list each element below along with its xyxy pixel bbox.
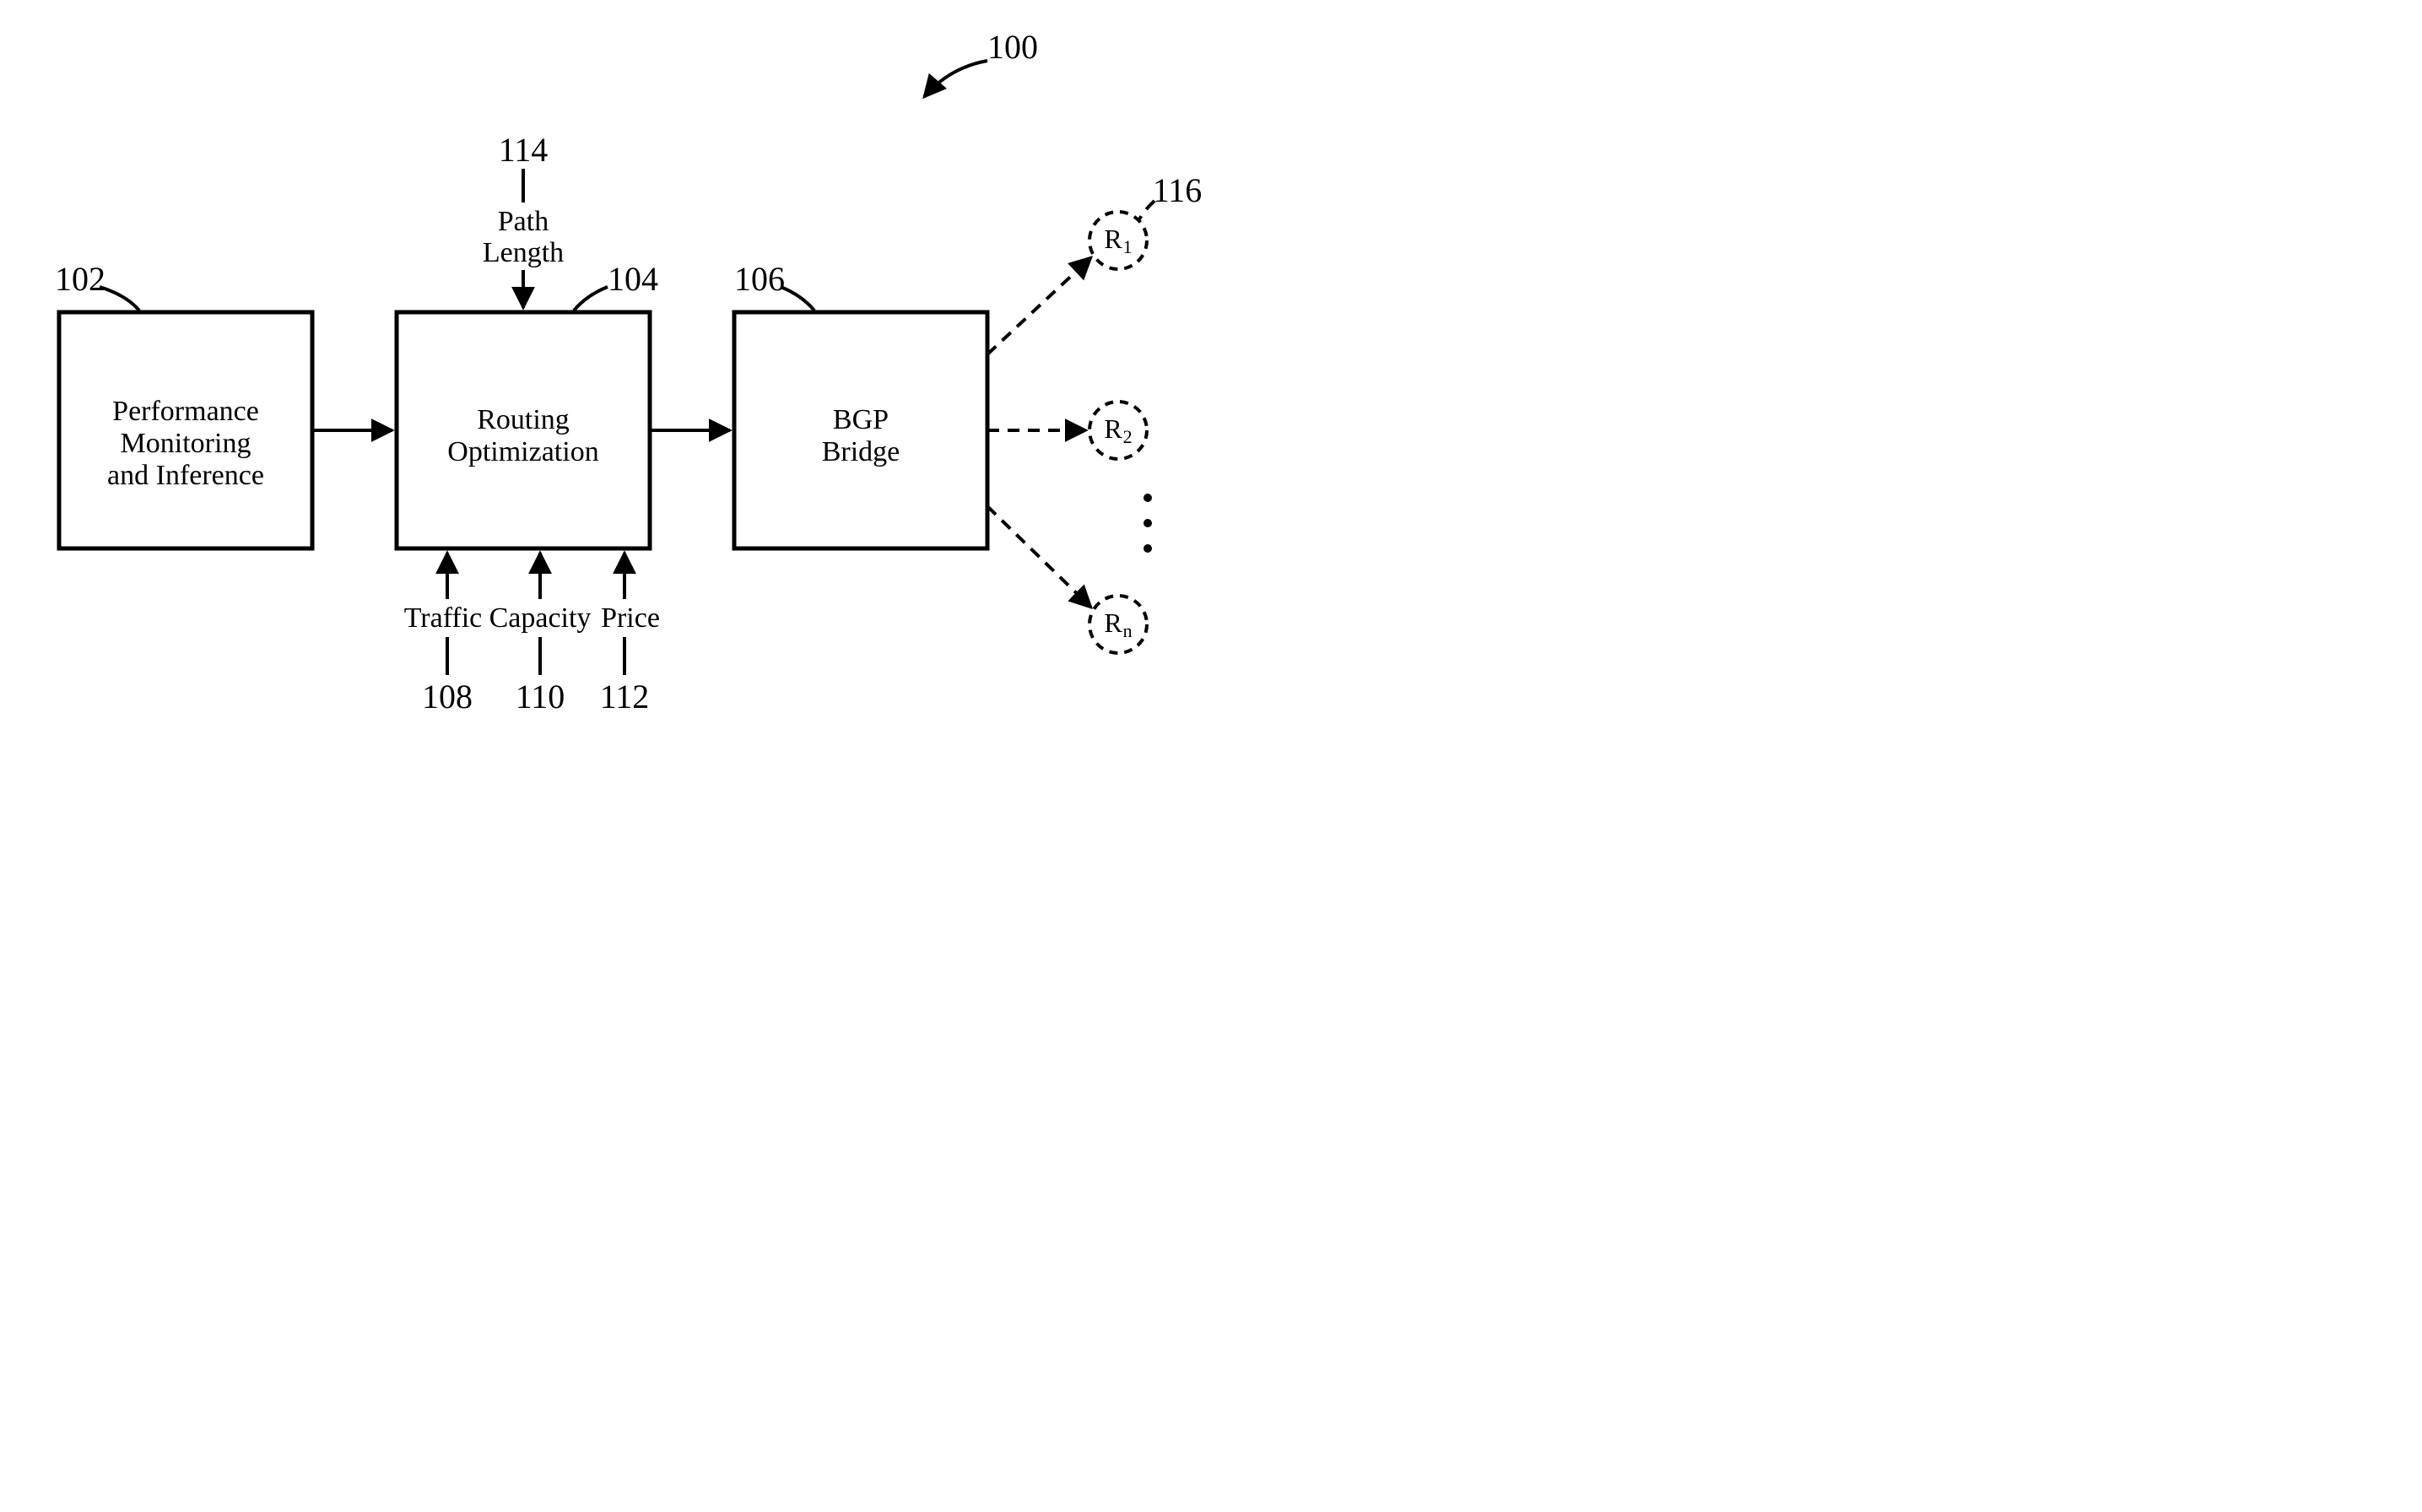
box-bgp: BGP Bridge 106: [734, 260, 987, 548]
ref-106-leader: [781, 287, 814, 310]
ellipsis-dot: [1143, 544, 1152, 553]
input-capacity: Capacity 110: [489, 553, 592, 716]
ref-104-leader: [574, 287, 608, 310]
r2-base: R: [1104, 413, 1122, 444]
router-r1: R1: [1089, 212, 1147, 269]
box2-line2: Optimization: [447, 436, 598, 467]
ref-106: 106: [734, 260, 785, 298]
box2-line1: Routing: [477, 404, 570, 435]
arrow-to-rn: [987, 506, 1091, 608]
box3-line2: Bridge: [822, 436, 900, 467]
r2-sub: 2: [1123, 426, 1133, 447]
ref-100-leader: [924, 61, 987, 97]
rn-base: R: [1104, 608, 1122, 638]
svg-text:R1: R1: [1104, 224, 1132, 257]
ellipsis-dot: [1143, 494, 1152, 502]
ref-116-leader: [1139, 201, 1154, 219]
box1-line1: Performance: [112, 396, 259, 427]
r1-sub: 1: [1123, 236, 1133, 257]
box3-line1: BGP: [833, 404, 889, 435]
ref-108: 108: [422, 678, 473, 716]
box1-line3: and Inference: [107, 460, 264, 491]
svg-text:R2: R2: [1104, 413, 1132, 447]
input-path-length: 114 Path Length: [483, 131, 564, 308]
input-price: Price 112: [600, 553, 660, 716]
block-diagram: 100 Performance Monitoring and Inference…: [0, 0, 1211, 756]
ref-116: 116: [1139, 171, 1202, 219]
path-length-line1: Path: [498, 206, 549, 237]
box-routing: Routing Optimization 104: [397, 260, 658, 548]
path-length-line2: Length: [483, 237, 564, 268]
ref-112: 112: [600, 678, 650, 716]
ref-100: 100: [924, 28, 1038, 97]
arrow-to-r1: [987, 257, 1091, 354]
input-traffic: Traffic 108: [404, 553, 483, 716]
svg-text:Rn: Rn: [1104, 608, 1132, 641]
label-price: Price: [601, 602, 660, 634]
ref-116-text: 116: [1153, 171, 1203, 209]
rn-sub: n: [1123, 620, 1133, 641]
router-rn: Rn: [1089, 596, 1147, 653]
ref-114: 114: [499, 131, 549, 169]
router-r2: R2: [1089, 402, 1147, 459]
ref-102: 102: [55, 260, 105, 298]
label-capacity: Capacity: [489, 602, 592, 634]
label-traffic: Traffic: [404, 602, 483, 634]
box1-line2: Monitoring: [121, 428, 251, 459]
box-performance: Performance Monitoring and Inference 102: [55, 260, 312, 548]
ref-100-text: 100: [987, 28, 1038, 66]
ellipsis-dot: [1143, 519, 1152, 527]
ref-104: 104: [608, 260, 658, 298]
r1-base: R: [1104, 224, 1122, 254]
ref-110: 110: [516, 678, 565, 716]
ref-102-leader: [100, 287, 139, 310]
